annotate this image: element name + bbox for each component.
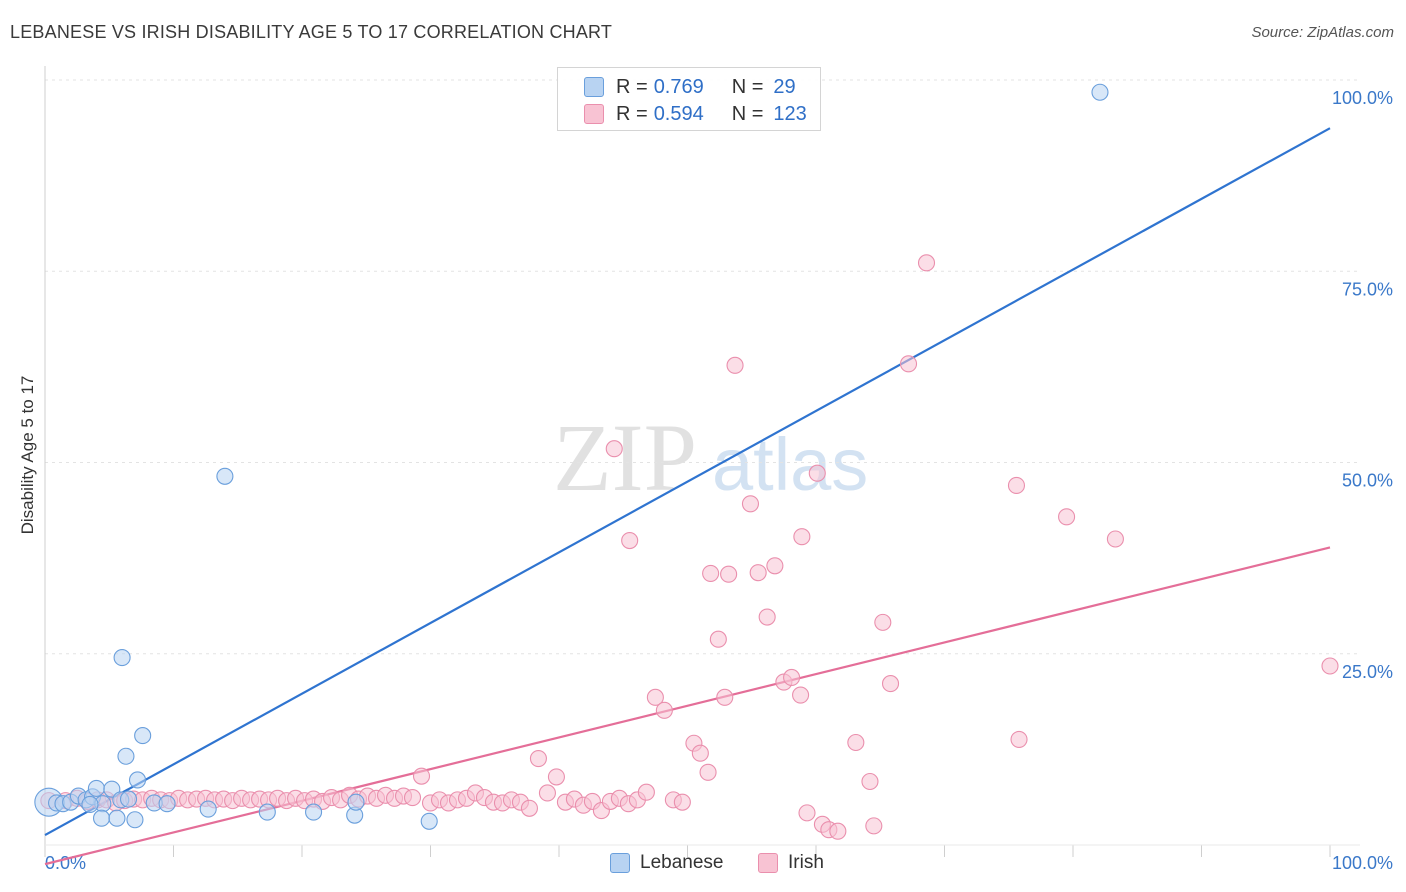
lebanese-point (117, 747, 135, 765)
lebanese-point (126, 811, 144, 829)
lebanese-swatch (584, 77, 604, 97)
irish-point (865, 817, 883, 835)
lebanese-point (119, 790, 138, 808)
watermark-zip: ZIP (553, 404, 697, 511)
lebanese-point (108, 809, 126, 827)
irish-point (726, 356, 744, 374)
irish-point (1106, 530, 1124, 548)
x-tick-label: 100.0% (1332, 853, 1393, 873)
irish-point (547, 768, 565, 786)
chart-title: LEBANESE VS IRISH DISABILITY AGE 5 TO 17… (10, 22, 613, 42)
irish-trend-line (44, 546, 1331, 866)
irish-point (412, 767, 431, 785)
y-tick-label: 75.0% (1342, 279, 1393, 299)
lebanese-point (158, 795, 176, 813)
irish-point (702, 564, 720, 582)
x-tick-label: 0.0% (45, 853, 86, 873)
irish-point (861, 772, 879, 791)
n-value: 123 (773, 102, 807, 125)
irish-point (741, 495, 760, 513)
irish-point (520, 799, 538, 817)
irish-point (899, 355, 918, 373)
irish-point (691, 744, 709, 762)
irish-point (793, 528, 811, 546)
irish-point (637, 783, 655, 801)
lebanese-swatch (610, 853, 630, 873)
irish-swatch (584, 104, 604, 124)
irish-point (1007, 476, 1026, 495)
lebanese-point (87, 779, 105, 797)
irish-swatch (758, 853, 778, 873)
n-label: N = (731, 102, 764, 125)
r-label: R = (616, 75, 648, 98)
r-value: 0.594 (653, 102, 704, 125)
axes (44, 66, 1360, 857)
lebanese-point (216, 467, 234, 485)
irish-point (673, 793, 691, 811)
y-axis-label: Disability Age 5 to 17 (18, 376, 37, 535)
lebanese-legend-label: Lebanese (640, 852, 724, 873)
y-tick-labels: 25.0% 50.0% 75.0% 100.0% (1332, 88, 1393, 682)
irish-point (716, 688, 734, 706)
n-label: N = (731, 75, 764, 98)
lebanese-point (81, 795, 99, 814)
irish-point (621, 531, 639, 550)
irish-point (829, 822, 847, 840)
y-tick-label: 50.0% (1342, 471, 1393, 491)
lebanese-point (92, 809, 111, 827)
lebanese-point (420, 812, 438, 830)
irish-point (699, 763, 717, 781)
bottom-legend-irish: Irish (758, 852, 824, 874)
lebanese-point (199, 800, 217, 818)
lebanese-point (347, 793, 365, 811)
legend-row-lebanese: R = 0.769 N = 29 (584, 75, 796, 99)
irish-point (1010, 730, 1028, 748)
stats-legend: R = 0.769 N = 29 R = 0.594 N = 123 (557, 67, 821, 131)
legend-row-irish: R = 0.594 N = 123 (584, 102, 807, 126)
bottom-legend-lebanese: Lebanese (610, 852, 723, 874)
r-value: 0.769 (653, 75, 704, 98)
irish-point (808, 464, 826, 482)
lebanese-point (113, 649, 131, 667)
source-label: Source: ZipAtlas.com (1251, 24, 1394, 41)
irish-point (529, 750, 547, 768)
irish-point (792, 686, 810, 704)
lebanese-point (134, 727, 152, 745)
watermark: ZIP atlas (553, 404, 868, 511)
lebanese-point (128, 771, 147, 789)
irish-point (1058, 508, 1076, 526)
lebanese-point (1091, 83, 1109, 101)
grid-lines (45, 79, 1360, 857)
irish-point (766, 557, 784, 575)
x-tick-labels: 0.0% 100.0% (45, 853, 1393, 873)
irish-point (917, 254, 936, 272)
n-value: 29 (773, 75, 796, 98)
irish-points (40, 254, 1339, 840)
irish-point (720, 565, 738, 583)
lebanese-point (305, 803, 323, 821)
irish-point (798, 804, 816, 822)
y-tick-label: 25.0% (1342, 662, 1393, 682)
irish-point (758, 608, 776, 626)
y-tick-label: 100.0% (1332, 88, 1393, 108)
irish-point (605, 440, 623, 458)
irish-point (646, 688, 664, 706)
irish-point (874, 613, 892, 631)
lebanese-points (34, 83, 1109, 830)
irish-point (783, 668, 801, 687)
r-label: R = (616, 102, 648, 125)
irish-point (749, 564, 767, 582)
irish-point (881, 675, 900, 693)
irish-point (709, 630, 727, 648)
irish-point (538, 784, 556, 802)
irish-point (655, 701, 673, 719)
lebanese-point (258, 803, 276, 821)
watermark-atlas: atlas (712, 423, 868, 506)
irish-point (847, 733, 865, 752)
irish-legend-label: Irish (788, 852, 824, 873)
irish-point (403, 789, 422, 807)
lebanese-trend-line (44, 127, 1331, 837)
irish-point (1321, 657, 1339, 675)
